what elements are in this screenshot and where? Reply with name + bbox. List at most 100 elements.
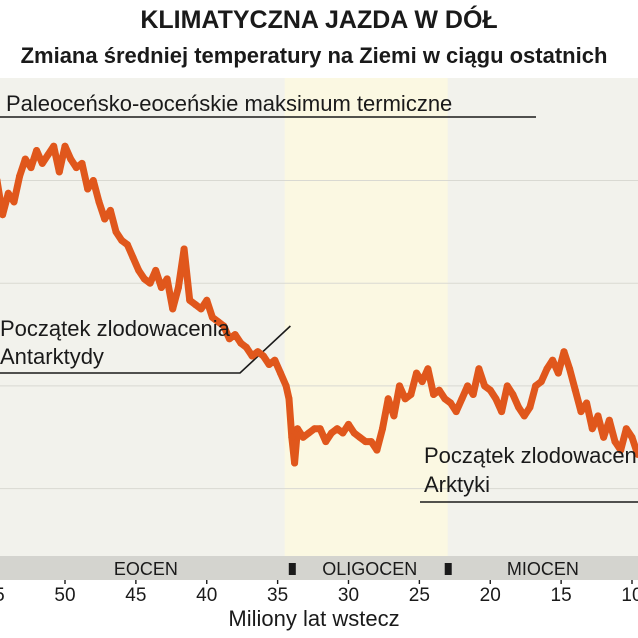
data-point [532, 382, 540, 390]
data-point [129, 254, 137, 261]
data-point [214, 318, 222, 326]
epoch-divider-1 [288, 563, 296, 575]
data-point [220, 322, 228, 330]
data-point [543, 365, 551, 373]
epoch-bar-bg [0, 556, 638, 580]
data-point [424, 365, 432, 373]
data-point [396, 382, 403, 390]
data-point [27, 164, 35, 172]
x-tick-label-55: 55 [0, 585, 5, 606]
data-point [549, 356, 557, 364]
annotation-petm: Paleoceńsko-eoceńskie maksimum termiczne [6, 91, 452, 116]
data-point [191, 301, 199, 309]
data-point [322, 438, 330, 446]
data-point [560, 348, 568, 356]
data-point [390, 412, 398, 420]
data-point [588, 425, 596, 433]
grid-lines [0, 179, 638, 490]
data-point [367, 438, 375, 446]
data-point [146, 279, 154, 287]
data-point [55, 168, 63, 176]
data-point [0, 178, 1, 183]
epoch-divider-2 [444, 563, 452, 575]
data-point [101, 215, 109, 223]
data-point [33, 147, 41, 154]
data-point [634, 450, 638, 458]
x-tick-label-45: 45 [125, 585, 146, 606]
data-point [464, 382, 472, 390]
data-point [452, 408, 460, 416]
data-point [311, 425, 318, 433]
data-point [265, 361, 273, 368]
data-point [208, 313, 216, 321]
data-point [248, 352, 256, 360]
data-point [526, 403, 534, 411]
data-point [447, 399, 455, 407]
x-tick-label-20: 20 [480, 585, 501, 606]
data-point [435, 386, 443, 394]
data-point [169, 305, 177, 313]
data-point [21, 155, 29, 163]
data-point [316, 425, 324, 433]
data-point [594, 412, 602, 420]
data-point [583, 399, 591, 407]
plot-background [0, 78, 638, 556]
data-point [157, 284, 165, 291]
data-point [373, 446, 381, 454]
x-axis-label: Miliony lat wstecz [228, 606, 399, 631]
data-point [498, 408, 506, 416]
chart-title: KLIMATYCZNA JAZDA W DÓŁ [140, 4, 497, 34]
data-point [379, 425, 386, 433]
data-point [401, 395, 409, 403]
annotation-arctic-line2: Arktyki [424, 472, 490, 497]
annotation-labels: Paleoceńsko-eoceńskie maksimum termiczne… [0, 91, 638, 497]
data-point [430, 391, 438, 398]
annotation-arctic-line1: Początek zlodowacenia [424, 443, 638, 468]
data-point [503, 382, 511, 390]
data-point [50, 142, 58, 150]
annotation-leaders [0, 116, 638, 503]
annotation-antarctica-line2: Antarktydy [0, 344, 104, 369]
data-point [458, 395, 466, 403]
data-point [566, 365, 574, 373]
x-tick-label-50: 50 [54, 585, 75, 606]
data-point [61, 142, 69, 150]
data-point [4, 189, 12, 197]
x-axis-ticks: 55 50 45 40 35 30 25 20 15 10 [0, 580, 638, 606]
data-point [333, 425, 341, 433]
data-point [554, 369, 562, 377]
data-point [413, 369, 420, 377]
data-point [622, 425, 630, 433]
data-point [197, 305, 205, 313]
x-tick-label-35: 35 [267, 585, 288, 606]
data-point [10, 198, 18, 206]
epoch-label-eocen: EOCEN [114, 559, 178, 579]
data-point [231, 331, 239, 339]
data-point [407, 391, 415, 398]
data-point [89, 177, 97, 184]
data-point [152, 266, 160, 274]
data-point [38, 159, 46, 167]
data-point [163, 275, 171, 283]
data-point [520, 412, 528, 420]
x-tick-label-40: 40 [196, 585, 217, 606]
data-point [203, 296, 211, 304]
chart-subtitle: Zmiana średniej temperatury na Ziemi w c… [21, 43, 608, 68]
epoch-label-oligocen: OLIGOCEN [322, 559, 417, 579]
data-point [44, 151, 52, 159]
data-point [577, 408, 585, 416]
epoch-bar: EOCEN OLIGOCEN MIOCEN [0, 556, 638, 580]
data-point [305, 429, 313, 437]
data-point [237, 339, 245, 347]
data-point [350, 429, 358, 437]
epoch-label-miocen: MIOCEN [507, 559, 579, 579]
data-point [72, 164, 80, 172]
annotation-antarctica-line1: Początek zlodowacenia [0, 316, 231, 341]
data-point [362, 438, 369, 446]
oligocene-band [284, 78, 448, 556]
data-point [339, 429, 347, 437]
data-point [135, 266, 143, 274]
data-point [492, 395, 500, 403]
